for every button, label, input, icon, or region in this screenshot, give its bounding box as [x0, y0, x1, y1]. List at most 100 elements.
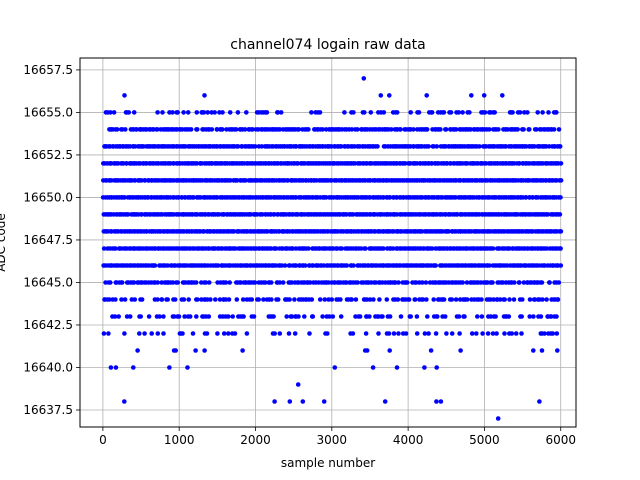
data-point [278, 110, 284, 115]
data-point [424, 93, 430, 98]
data-point [234, 297, 240, 302]
x-tick-label: 3000 [317, 433, 348, 447]
data-point [556, 280, 562, 285]
data-point [238, 280, 243, 285]
data-point [215, 331, 220, 336]
data-point [296, 314, 301, 319]
data-point [135, 348, 140, 353]
data-point [220, 110, 225, 115]
x-tick-label: 4000 [393, 433, 424, 447]
data-point [395, 297, 401, 302]
data-point [289, 314, 295, 319]
data-point [406, 297, 412, 302]
data-point [194, 161, 200, 166]
data-point [244, 110, 249, 115]
data-point [226, 331, 231, 336]
data-point [502, 331, 507, 336]
data-point [292, 331, 298, 336]
data-point [260, 212, 265, 217]
data-point [460, 110, 465, 115]
data-point [425, 314, 430, 319]
data-point [534, 127, 539, 132]
x-ticks: 0 1000 2000 3000 4000 5000 6000 [99, 427, 576, 447]
data-point [125, 212, 131, 217]
data-point [511, 297, 517, 302]
data-point [398, 127, 403, 132]
data-point [188, 127, 194, 132]
data-point [271, 314, 276, 319]
data-point [517, 110, 523, 115]
data-point [537, 399, 542, 404]
data-point [338, 297, 343, 302]
data-point [500, 280, 506, 285]
data-point [106, 331, 111, 336]
data-point [187, 314, 193, 319]
data-point [209, 127, 215, 132]
data-point [542, 331, 547, 336]
data-point [213, 297, 218, 302]
data-point [453, 297, 459, 302]
data-point [113, 365, 119, 370]
data-point [272, 399, 277, 404]
data-point [490, 331, 496, 336]
data-point [467, 110, 472, 115]
data-point [293, 263, 299, 268]
data-point [519, 314, 524, 319]
data-point [495, 416, 501, 421]
data-point [344, 263, 350, 268]
x-tick-label: 0 [99, 433, 107, 447]
y-tick-label: 16655.0 [23, 105, 73, 119]
data-point [441, 297, 447, 302]
data-point [180, 331, 185, 336]
data-point [555, 297, 561, 302]
x-tick-label: 6000 [545, 433, 576, 447]
data-point [519, 331, 524, 336]
data-point [420, 297, 426, 302]
data-point [167, 365, 172, 370]
data-point [376, 331, 381, 336]
data-point [351, 263, 356, 268]
data-point [460, 280, 466, 285]
data-point [554, 331, 560, 336]
data-point [474, 331, 479, 336]
data-point [370, 365, 376, 370]
data-point [491, 297, 496, 302]
data-point [420, 280, 425, 285]
data-point [155, 127, 160, 132]
data-point [438, 399, 444, 404]
data-point [124, 161, 129, 166]
data-point [244, 331, 250, 336]
data-point [116, 314, 121, 319]
data-point [540, 297, 545, 302]
data-point [182, 314, 187, 319]
data-point [292, 297, 297, 302]
data-point [170, 110, 175, 115]
data-point [428, 348, 434, 353]
y-tick-label: 16657.5 [23, 63, 73, 77]
y-ticks: 16637.5 16640.0 16642.5 16645.0 16647.5 16650… [23, 63, 80, 417]
data-point [509, 331, 515, 336]
data-point [387, 195, 393, 200]
data-point [223, 280, 229, 285]
data-point [251, 314, 257, 319]
data-point [394, 110, 400, 115]
data-point [295, 382, 301, 387]
data-point [307, 331, 312, 336]
data-point [367, 314, 372, 319]
data-point [256, 297, 262, 302]
data-point [422, 365, 427, 370]
data-point [413, 280, 419, 285]
data-point [171, 314, 177, 319]
data-point [414, 314, 420, 319]
data-point [387, 348, 393, 353]
data-point [226, 314, 231, 319]
data-point [165, 297, 170, 302]
data-point [513, 331, 519, 336]
data-point [131, 110, 137, 115]
data-point [284, 314, 290, 319]
data-point [185, 365, 190, 370]
data-point [544, 297, 549, 302]
data-point [464, 280, 470, 285]
data-point [412, 297, 418, 302]
